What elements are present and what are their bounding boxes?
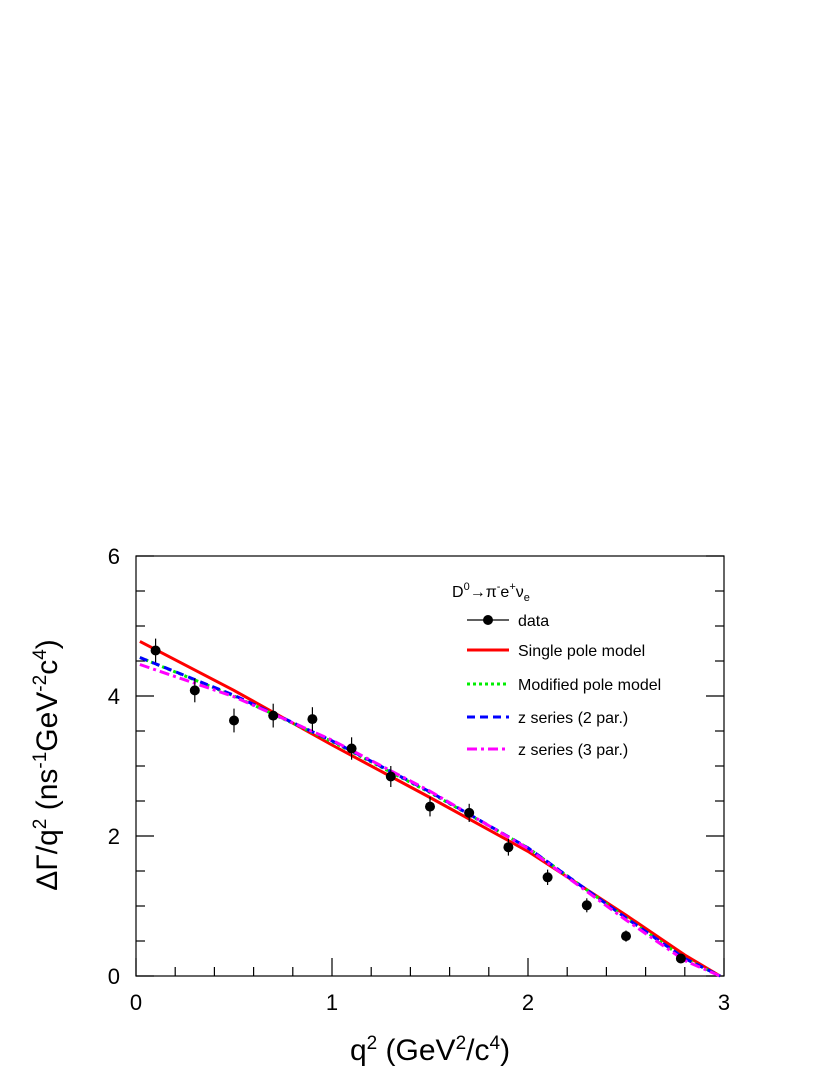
data-point bbox=[581, 900, 592, 911]
x-tick-label: 0 bbox=[130, 990, 142, 1015]
data-point bbox=[542, 872, 553, 883]
data-point bbox=[675, 953, 686, 964]
legend-item-z-series-2: z series (2 par.) bbox=[467, 710, 628, 727]
legend-label-data: data bbox=[518, 613, 549, 630]
plot-frame bbox=[135, 555, 725, 977]
legend-item-modified-pole: Modified pole model bbox=[467, 677, 661, 694]
legend-label-z-series-3: z series (3 par.) bbox=[518, 742, 628, 759]
series-line-z-series-2-par bbox=[139, 656, 721, 978]
data-point bbox=[307, 714, 318, 725]
data-point bbox=[150, 645, 161, 656]
legend-label-modified-pole: Modified pole model bbox=[518, 677, 661, 694]
y-axis-title: ΔΓ/q2 (ns-1GeV-2c4) bbox=[30, 639, 64, 891]
y-tick-label: 6 bbox=[108, 544, 120, 569]
legend-label-z-series-2: z series (2 par.) bbox=[518, 710, 628, 727]
y-tick-label: 4 bbox=[108, 684, 120, 709]
data-point bbox=[229, 715, 239, 726]
model-curves bbox=[139, 640, 721, 978]
legend-item-data: data bbox=[467, 613, 549, 630]
x-axis-title: q2 (GeV2/c4) bbox=[350, 1033, 510, 1067]
data-point bbox=[464, 807, 475, 818]
data-point bbox=[346, 743, 357, 754]
y-tick-label: 2 bbox=[108, 824, 120, 849]
x-tick-label: 3 bbox=[718, 990, 730, 1015]
legend-item-z-series-3: z series (3 par.) bbox=[467, 742, 628, 759]
data-point bbox=[268, 710, 279, 721]
legend-data-marker bbox=[483, 615, 493, 625]
legend: D0→π-e+νe data Single pole model Modifie… bbox=[452, 581, 661, 759]
x-tick-label: 2 bbox=[522, 990, 534, 1015]
data-point bbox=[385, 771, 396, 782]
x-tick-label: 1 bbox=[326, 990, 338, 1015]
data-point bbox=[503, 842, 514, 853]
data-point bbox=[621, 931, 631, 942]
data-point bbox=[189, 685, 200, 696]
legend-item-single-pole: Single pole model bbox=[467, 643, 645, 660]
data-points bbox=[150, 638, 686, 964]
series-line-modified-pole-model bbox=[139, 656, 721, 978]
tick-labels: 0 1 2 3 0 2 4 6 bbox=[108, 544, 730, 1015]
legend-label-single-pole: Single pole model bbox=[518, 643, 645, 660]
data-point bbox=[425, 801, 435, 812]
y-tick-label: 0 bbox=[108, 964, 120, 989]
axis-ticks bbox=[135, 555, 725, 977]
legend-header: D0→π-e+νe bbox=[452, 581, 530, 604]
series-line-single-pole-model bbox=[139, 640, 721, 978]
series-line-z-series-3-par bbox=[139, 663, 721, 978]
